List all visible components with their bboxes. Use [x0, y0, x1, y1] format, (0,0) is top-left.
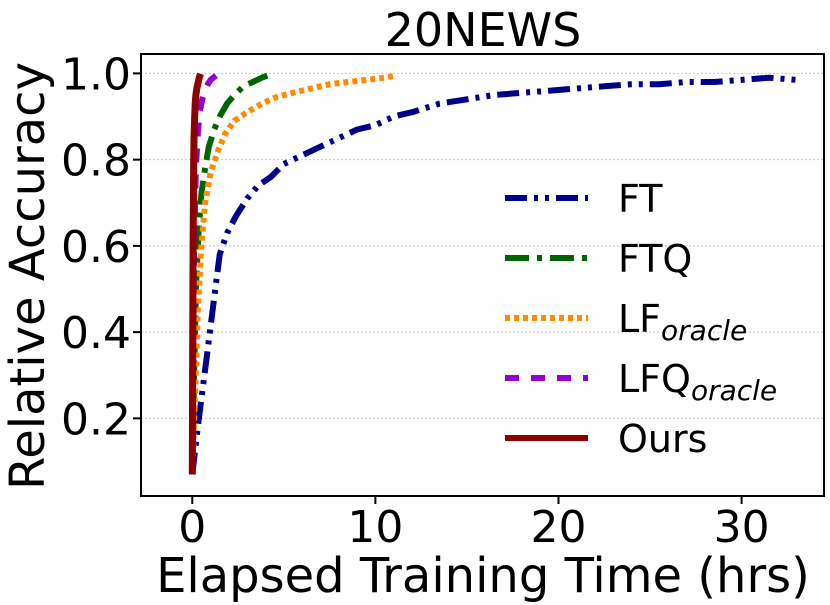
- y-tick-label: 0.8: [61, 136, 131, 187]
- legend-label-lf: LForacle: [618, 297, 747, 347]
- plot-frame: [140, 53, 825, 497]
- series-line-ftq: [189, 72, 269, 475]
- legend-label-ftq: FTQ: [618, 237, 692, 281]
- x-axis-label: Elapsed Training Time (hrs): [156, 548, 810, 604]
- y-tick-label: 0.2: [61, 394, 131, 445]
- x-tick-label: 30: [714, 502, 770, 553]
- y-axis: 0.2 0.4 0.6 0.8 1.0: [61, 49, 141, 445]
- y-tick-label: 0.4: [61, 308, 131, 359]
- series-line-ft: [189, 74, 797, 475]
- legend-label-lfq: LFQoracle: [618, 357, 777, 407]
- series-line-lf: [189, 72, 397, 475]
- series-layer: [188, 72, 797, 475]
- x-tick-label: 0: [178, 502, 206, 553]
- grid: [141, 72, 824, 419]
- legend-label-ft: FT: [618, 177, 663, 221]
- x-tick-label: 20: [530, 502, 586, 553]
- series-line-ours: [188, 72, 204, 475]
- legend: FT FTQ LForacle LFQoracle Ours: [505, 177, 777, 461]
- x-axis: 0 10 20 30: [178, 496, 770, 553]
- y-tick-label: 1.0: [61, 49, 131, 100]
- y-axis-label: Relative Accuracy: [0, 62, 56, 490]
- chart-title: 20NEWS: [385, 3, 582, 57]
- legend-label-ours: Ours: [618, 417, 707, 461]
- x-tick-label: 10: [347, 502, 403, 553]
- y-tick-label: 0.6: [61, 222, 131, 273]
